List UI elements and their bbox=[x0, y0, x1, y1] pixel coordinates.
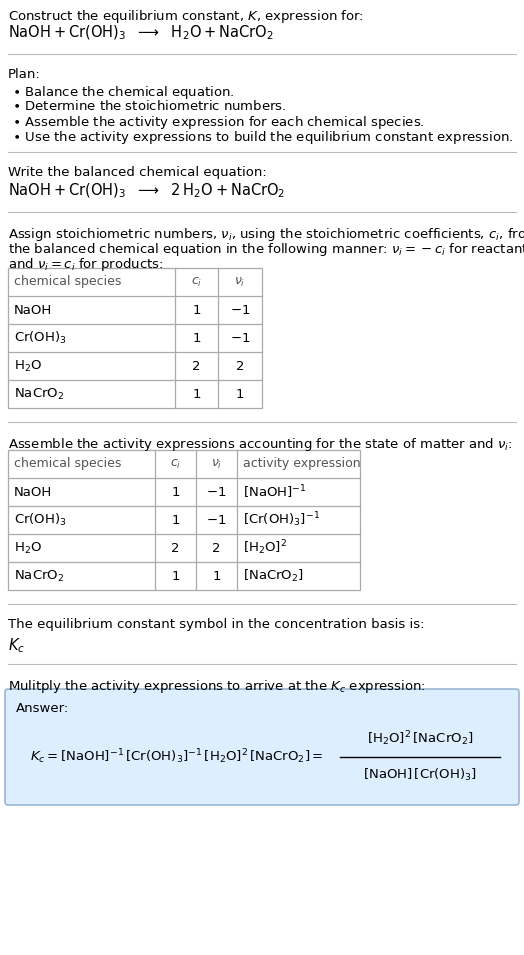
Text: Write the balanced chemical equation:: Write the balanced chemical equation: bbox=[8, 166, 267, 179]
Bar bbox=[8, 450, 360, 590]
Text: $-1$: $-1$ bbox=[206, 485, 227, 499]
Bar bbox=[8, 268, 262, 408]
Text: H$_2$O: H$_2$O bbox=[14, 358, 42, 373]
Text: $\mathrm{NaOH + Cr(OH)_3}$  $\longrightarrow$  $\mathrm{2\,H_2O + NaCrO_2}$: $\mathrm{NaOH + Cr(OH)_3}$ $\longrightar… bbox=[8, 182, 286, 201]
Text: 2: 2 bbox=[236, 359, 244, 372]
Text: $[\mathrm{NaCrO_2}]$: $[\mathrm{NaCrO_2}]$ bbox=[243, 568, 304, 584]
Text: NaCrO$_2$: NaCrO$_2$ bbox=[14, 387, 64, 401]
Text: $K_c = [\mathrm{NaOH}]^{-1}\,[\mathrm{Cr(OH)_3}]^{-1}\,[\mathrm{H_2O}]^2\,[\math: $K_c = [\mathrm{NaOH}]^{-1}\,[\mathrm{Cr… bbox=[30, 748, 324, 766]
Text: Construct the equilibrium constant, $K$, expression for:: Construct the equilibrium constant, $K$,… bbox=[8, 8, 364, 25]
Text: $[\mathrm{Cr(OH)_3}]^{-1}$: $[\mathrm{Cr(OH)_3}]^{-1}$ bbox=[243, 511, 320, 529]
Text: Plan:: Plan: bbox=[8, 68, 41, 81]
Text: 1: 1 bbox=[236, 388, 244, 400]
Text: 1: 1 bbox=[171, 485, 180, 499]
Text: $\mathrm{NaOH + Cr(OH)_3}$  $\longrightarrow$  $\mathrm{H_2O + NaCrO_2}$: $\mathrm{NaOH + Cr(OH)_3}$ $\longrightar… bbox=[8, 24, 274, 42]
Text: 1: 1 bbox=[171, 569, 180, 583]
Text: $\bullet$ Determine the stoichiometric numbers.: $\bullet$ Determine the stoichiometric n… bbox=[12, 99, 287, 113]
Text: Cr(OH)$_3$: Cr(OH)$_3$ bbox=[14, 512, 67, 528]
Text: activity expression: activity expression bbox=[243, 457, 361, 471]
Text: chemical species: chemical species bbox=[14, 275, 122, 288]
Text: $-1$: $-1$ bbox=[230, 304, 250, 316]
Text: Assign stoichiometric numbers, $\nu_i$, using the stoichiometric coefficients, $: Assign stoichiometric numbers, $\nu_i$, … bbox=[8, 226, 524, 243]
Text: $[\mathrm{NaOH}]\,[\mathrm{Cr(OH)_3}]$: $[\mathrm{NaOH}]\,[\mathrm{Cr(OH)_3}]$ bbox=[363, 767, 477, 783]
Text: 2: 2 bbox=[171, 541, 180, 555]
Text: $\bullet$ Assemble the activity expression for each chemical species.: $\bullet$ Assemble the activity expressi… bbox=[12, 114, 424, 131]
Text: $c_i$: $c_i$ bbox=[191, 275, 202, 288]
Text: Cr(OH)$_3$: Cr(OH)$_3$ bbox=[14, 329, 67, 346]
Text: 2: 2 bbox=[192, 359, 201, 372]
Text: $[\mathrm{H_2O}]^2\,[\mathrm{NaCrO_2}]$: $[\mathrm{H_2O}]^2\,[\mathrm{NaCrO_2}]$ bbox=[367, 730, 473, 749]
Text: 1: 1 bbox=[192, 388, 201, 400]
Text: $c_i$: $c_i$ bbox=[170, 457, 181, 471]
Text: NaOH: NaOH bbox=[14, 485, 52, 499]
Text: $\bullet$ Balance the chemical equation.: $\bullet$ Balance the chemical equation. bbox=[12, 84, 234, 101]
Text: $[\mathrm{NaOH}]^{-1}$: $[\mathrm{NaOH}]^{-1}$ bbox=[243, 483, 307, 500]
Text: NaCrO$_2$: NaCrO$_2$ bbox=[14, 568, 64, 584]
Text: $-1$: $-1$ bbox=[230, 331, 250, 345]
Text: 1: 1 bbox=[192, 304, 201, 316]
Text: $[\mathrm{H_2O}]^2$: $[\mathrm{H_2O}]^2$ bbox=[243, 539, 287, 558]
Text: Mulitply the activity expressions to arrive at the $K_c$ expression:: Mulitply the activity expressions to arr… bbox=[8, 678, 426, 695]
Text: H$_2$O: H$_2$O bbox=[14, 541, 42, 556]
Text: $\bullet$ Use the activity expressions to build the equilibrium constant express: $\bullet$ Use the activity expressions t… bbox=[12, 129, 514, 146]
Text: $-1$: $-1$ bbox=[206, 514, 227, 526]
Text: Answer:: Answer: bbox=[16, 702, 69, 715]
FancyBboxPatch shape bbox=[5, 689, 519, 805]
Text: NaOH: NaOH bbox=[14, 304, 52, 316]
Text: The equilibrium constant symbol in the concentration basis is:: The equilibrium constant symbol in the c… bbox=[8, 618, 424, 631]
Text: 1: 1 bbox=[171, 514, 180, 526]
Text: $\nu_i$: $\nu_i$ bbox=[211, 457, 222, 471]
Text: 1: 1 bbox=[212, 569, 221, 583]
Text: 2: 2 bbox=[212, 541, 221, 555]
Text: chemical species: chemical species bbox=[14, 457, 122, 471]
Text: the balanced chemical equation in the following manner: $\nu_i = -c_i$ for react: the balanced chemical equation in the fo… bbox=[8, 241, 524, 258]
Text: $K_c$: $K_c$ bbox=[8, 636, 25, 655]
Text: $\nu_i$: $\nu_i$ bbox=[234, 275, 246, 288]
Text: 1: 1 bbox=[192, 331, 201, 345]
Text: and $\nu_i = c_i$ for products:: and $\nu_i = c_i$ for products: bbox=[8, 256, 163, 273]
Text: Assemble the activity expressions accounting for the state of matter and $\nu_i$: Assemble the activity expressions accoun… bbox=[8, 436, 512, 453]
